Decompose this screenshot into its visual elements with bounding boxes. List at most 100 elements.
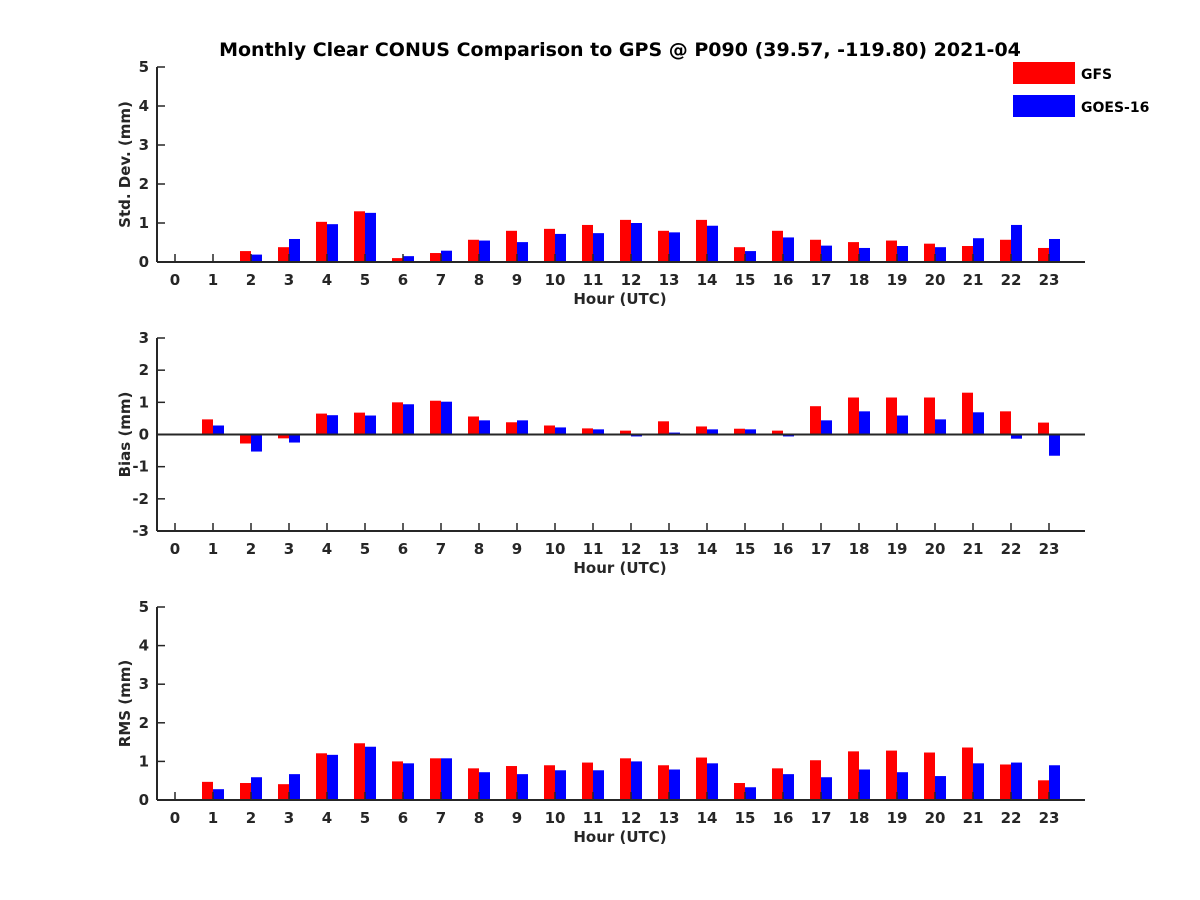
bar-bias-gfs-7 <box>430 400 441 435</box>
bar-std-goes16-9 <box>517 242 528 262</box>
bar-rms-gfs-10 <box>544 765 555 800</box>
bar-bias-goes16-11 <box>593 429 604 435</box>
legend-swatch-goes16 <box>1013 95 1075 117</box>
bar-rms-goes16-1 <box>213 789 224 800</box>
x-tick-label-rms-16: 16 <box>773 809 794 827</box>
chart-title: Monthly Clear CONUS Comparison to GPS @ … <box>219 39 1021 61</box>
x-tick-label-std-23: 23 <box>1039 271 1060 289</box>
x-tick-label-std-13: 13 <box>659 271 680 289</box>
x-tick-label-std-5: 5 <box>360 271 370 289</box>
x-tick-label-rms-13: 13 <box>659 809 680 827</box>
bar-bias-gfs-14 <box>696 426 707 435</box>
bar-std-goes16-13 <box>669 232 680 262</box>
x-tick-label-std-1: 1 <box>208 271 218 289</box>
y-tick-label-bias-2: 2 <box>139 361 149 379</box>
bar-bias-gfs-5 <box>354 412 365 435</box>
x-tick-label-std-6: 6 <box>398 271 408 289</box>
bar-bias-goes16-17 <box>821 420 832 435</box>
y-tick-label-bias-0: 0 <box>139 426 149 444</box>
bar-std-gfs-8 <box>468 239 479 262</box>
x-tick-label-std-21: 21 <box>963 271 984 289</box>
y-tick-label-std-5: 5 <box>139 58 149 76</box>
y-axis-label-rms: RMS (mm) <box>116 660 134 747</box>
x-tick-label-std-2: 2 <box>246 271 256 289</box>
bar-std-gfs-14 <box>696 219 707 262</box>
x-tick-label-bias-10: 10 <box>545 540 566 558</box>
x-tick-label-std-14: 14 <box>697 271 718 289</box>
bar-std-gfs-22 <box>1000 239 1011 262</box>
bar-std-goes16-14 <box>707 225 718 262</box>
bar-bias-gfs-13 <box>658 421 669 435</box>
x-tick-label-bias-8: 8 <box>474 540 484 558</box>
x-tick-label-rms-20: 20 <box>925 809 946 827</box>
x-tick-label-std-12: 12 <box>621 271 642 289</box>
x-tick-label-bias-13: 13 <box>659 540 680 558</box>
bar-bias-goes16-5 <box>365 415 376 435</box>
bar-std-goes16-21 <box>973 238 984 262</box>
x-tick-label-bias-21: 21 <box>963 540 984 558</box>
y-axis-label-std: Std. Dev. (mm) <box>116 101 134 228</box>
x-tick-label-bias-18: 18 <box>849 540 870 558</box>
bar-rms-goes16-4 <box>327 754 338 800</box>
x-tick-label-rms-17: 17 <box>811 809 832 827</box>
bar-rms-gfs-20 <box>924 752 935 800</box>
bar-std-gfs-18 <box>848 242 859 262</box>
bar-std-goes16-4 <box>327 224 338 262</box>
bar-bias-goes16-4 <box>327 415 338 435</box>
x-tick-label-bias-16: 16 <box>773 540 794 558</box>
bar-bias-goes16-9 <box>517 420 528 435</box>
x-tick-label-bias-12: 12 <box>621 540 642 558</box>
x-tick-label-rms-21: 21 <box>963 809 984 827</box>
x-tick-label-rms-9: 9 <box>512 809 522 827</box>
bar-std-goes16-20 <box>935 247 946 262</box>
bar-rms-gfs-11 <box>582 762 593 800</box>
bar-bias-goes16-22 <box>1011 434 1022 439</box>
x-tick-label-bias-3: 3 <box>284 540 294 558</box>
bar-rms-goes16-10 <box>555 770 566 800</box>
bar-rms-goes16-6 <box>403 763 414 800</box>
bar-std-gfs-5 <box>354 211 365 262</box>
y-tick-label-std-0: 0 <box>139 253 149 271</box>
x-tick-label-rms-19: 19 <box>887 809 908 827</box>
bar-bias-gfs-10 <box>544 425 555 435</box>
bar-rms-goes16-3 <box>289 774 300 800</box>
x-tick-label-std-15: 15 <box>735 271 756 289</box>
x-tick-label-std-22: 22 <box>1001 271 1022 289</box>
x-tick-label-std-9: 9 <box>512 271 522 289</box>
bar-bias-gfs-21 <box>962 392 973 435</box>
y-tick-label-bias--1: -1 <box>132 458 149 476</box>
bar-bias-gfs-16 <box>772 430 783 435</box>
bar-bias-goes16-14 <box>707 429 718 435</box>
bar-bias-gfs-9 <box>506 422 517 435</box>
x-tick-label-bias-9: 9 <box>512 540 522 558</box>
bar-std-goes16-10 <box>555 233 566 262</box>
bar-rms-gfs-4 <box>316 753 327 800</box>
x-tick-label-rms-15: 15 <box>735 809 756 827</box>
x-tick-label-bias-6: 6 <box>398 540 408 558</box>
x-tick-label-bias-15: 15 <box>735 540 756 558</box>
x-tick-label-std-3: 3 <box>284 271 294 289</box>
x-axis-label-bias: Hour (UTC) <box>573 559 666 577</box>
x-tick-label-rms-10: 10 <box>545 809 566 827</box>
y-tick-label-std-2: 2 <box>139 175 149 193</box>
bar-rms-goes16-23 <box>1049 765 1060 800</box>
y-tick-label-rms-2: 2 <box>139 714 149 732</box>
bar-bias-gfs-3 <box>278 434 289 439</box>
bar-bias-goes16-1 <box>213 425 224 435</box>
bar-bias-gfs-1 <box>202 419 213 435</box>
bar-rms-goes16-11 <box>593 770 604 800</box>
bar-bias-gfs-18 <box>848 397 859 435</box>
bar-rms-goes16-18 <box>859 769 870 800</box>
bar-std-gfs-3 <box>278 247 289 262</box>
bar-rms-gfs-7 <box>430 758 441 800</box>
bar-rms-goes16-19 <box>897 772 908 800</box>
x-tick-label-rms-23: 23 <box>1039 809 1060 827</box>
bar-rms-gfs-3 <box>278 784 289 800</box>
bar-bias-goes16-18 <box>859 411 870 435</box>
x-tick-label-std-16: 16 <box>773 271 794 289</box>
y-tick-label-bias-3: 3 <box>139 329 149 347</box>
bar-rms-gfs-15 <box>734 783 745 800</box>
bar-rms-gfs-21 <box>962 747 973 800</box>
